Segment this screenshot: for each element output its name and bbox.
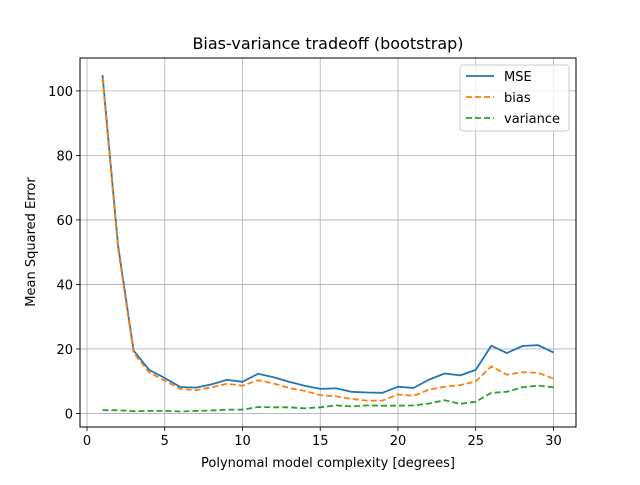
y-tick-label: 40 <box>56 278 73 293</box>
grid <box>80 58 576 427</box>
legend-label-mse: MSE <box>504 70 532 85</box>
x-axis-ticks: 0 5 10 15 20 25 30 <box>83 427 562 449</box>
y-tick-label: 0 <box>65 407 73 422</box>
y-tick-label: 80 <box>56 149 73 164</box>
series-line-variance <box>102 384 554 413</box>
y-tick-label: 20 <box>56 343 73 358</box>
series-line-mse <box>101 75 554 394</box>
chart-title: Bias-variance tradeoff (bootstrap) <box>192 34 463 53</box>
legend-label-bias: bias <box>504 91 531 106</box>
y-tick-label: 60 <box>56 214 73 229</box>
legend-box <box>459 64 570 132</box>
y-axis-ticks: 0 20 40 60 80 100 <box>48 85 80 422</box>
x-tick-label: 15 <box>312 434 329 449</box>
series-line-bias <box>101 78 554 402</box>
x-tick-label: 25 <box>467 434 484 449</box>
legend-label-variance: variance <box>504 112 560 127</box>
series-lines <box>101 75 554 413</box>
x-tick-label: 10 <box>234 434 251 449</box>
legend: MSE bias variance <box>459 64 570 132</box>
plot-area-frame <box>79 57 577 428</box>
x-tick-label: 5 <box>161 434 169 449</box>
y-axis-label: Mean Squared Error <box>24 177 39 307</box>
x-axis-label: Polynomal model complexity [degrees] <box>201 456 455 471</box>
x-tick-label: 20 <box>390 434 407 449</box>
y-tick-label: 100 <box>48 85 73 100</box>
x-tick-label: 0 <box>83 434 91 449</box>
x-tick-label: 30 <box>545 434 562 449</box>
